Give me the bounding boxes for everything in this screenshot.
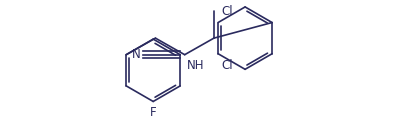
Text: F: F [150,106,156,119]
Text: Cl: Cl [221,59,233,72]
Text: NH: NH [187,59,204,72]
Text: Cl: Cl [221,5,233,18]
Text: N: N [132,48,140,61]
